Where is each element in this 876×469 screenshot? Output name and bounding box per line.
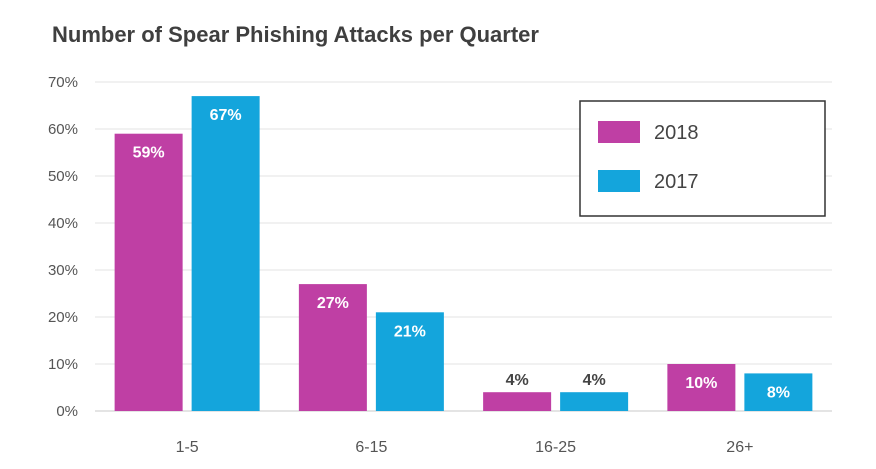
x-axis-categories: 1-5 6-15 16-25 26+ bbox=[176, 439, 754, 456]
bar-2018-16-25 bbox=[483, 392, 552, 411]
bar-data-label: 4% bbox=[506, 372, 529, 389]
bar-2018-1-5 bbox=[114, 133, 183, 411]
bar-data-label: 4% bbox=[583, 372, 606, 389]
legend-swatch bbox=[598, 121, 640, 143]
legend-box bbox=[579, 100, 826, 217]
legend-label: 2018 bbox=[654, 122, 699, 144]
bar-2017-1-5 bbox=[191, 96, 260, 411]
x-category-label: 1-5 bbox=[176, 439, 199, 456]
bar-2017-26+ bbox=[744, 373, 813, 411]
bar-2018-6-15 bbox=[298, 284, 367, 411]
bar-2018-26+ bbox=[667, 364, 736, 411]
x-category-label: 6-15 bbox=[355, 439, 387, 456]
x-category-label: 26+ bbox=[726, 439, 753, 456]
bar-2017-16-25 bbox=[560, 392, 629, 411]
bar-data-label: 59% bbox=[133, 145, 165, 162]
y-tick-label: 50% bbox=[48, 168, 78, 185]
legend-label: 2017 bbox=[654, 171, 699, 193]
bar-data-label: 10% bbox=[685, 375, 717, 392]
bar-data-label: 8% bbox=[767, 384, 790, 401]
x-category-label: 16-25 bbox=[535, 439, 576, 456]
y-tick-label: 60% bbox=[48, 121, 78, 138]
y-tick-label: 40% bbox=[48, 215, 78, 232]
y-tick-label: 10% bbox=[48, 356, 78, 373]
y-tick-label: 20% bbox=[48, 309, 78, 326]
chart-title: Number of Spear Phishing Attacks per Qua… bbox=[52, 22, 539, 47]
y-tick-label: 0% bbox=[56, 403, 78, 420]
bar-data-label: 67% bbox=[210, 107, 242, 124]
y-tick-label: 30% bbox=[48, 262, 78, 279]
bars: 59% 67% 27% 21% 4% 4% 10% 8% bbox=[114, 96, 813, 411]
y-axis-ticks: 0% 10% 20% 30% 40% 50% 60% 70% bbox=[48, 74, 78, 420]
bar-2017-6-15 bbox=[375, 312, 444, 411]
bar-data-label: 27% bbox=[317, 295, 349, 312]
legend: 2018 2017 bbox=[579, 100, 826, 217]
bar-data-label: 21% bbox=[394, 323, 426, 340]
legend-swatch bbox=[598, 170, 640, 192]
y-tick-label: 70% bbox=[48, 74, 78, 91]
